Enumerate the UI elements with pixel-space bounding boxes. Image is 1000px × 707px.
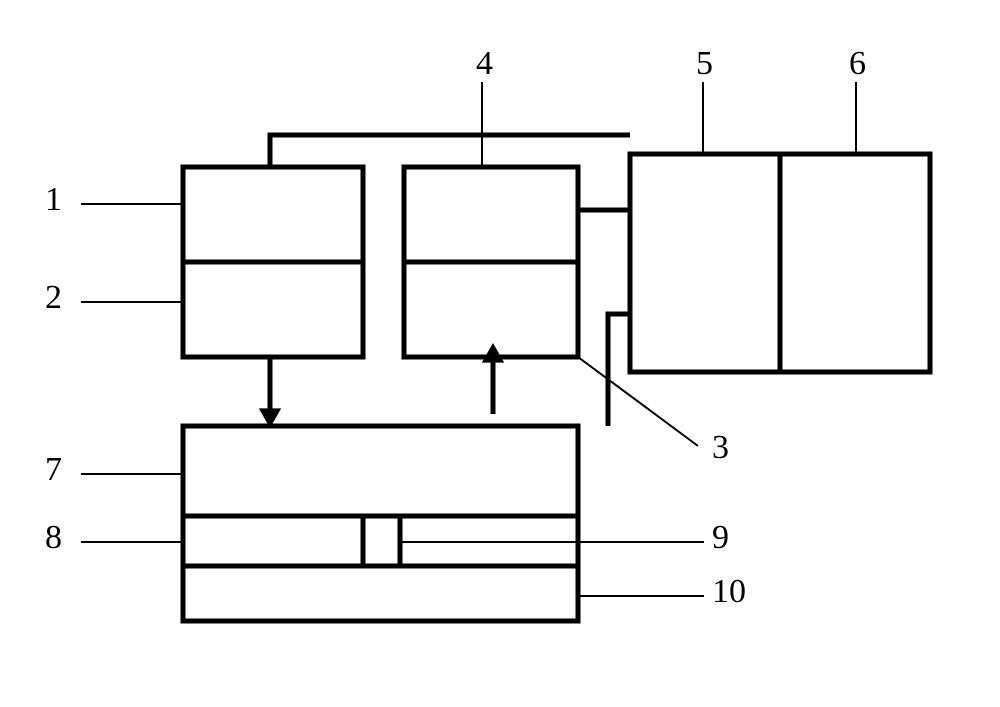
- box-b5: [630, 154, 780, 372]
- arrow-head-a7_to_3: [482, 343, 504, 363]
- box-b9: [363, 516, 400, 566]
- connector-c_3_hook: [608, 314, 630, 426]
- box-b3: [404, 262, 578, 357]
- label-l8: 8: [45, 519, 62, 556]
- label-l4: 4: [476, 45, 493, 82]
- label-l7: 7: [45, 451, 62, 488]
- box-b8: [183, 516, 363, 566]
- box-b10: [183, 566, 578, 621]
- block-diagram: 1 2 4 5 6 3 7 8 9 10: [0, 0, 1000, 707]
- box-b4: [404, 167, 578, 262]
- label-l2: 2: [45, 279, 62, 316]
- label-l5: 5: [696, 45, 713, 82]
- box-b2: [183, 262, 363, 357]
- connector-c_1_top: [270, 135, 630, 167]
- label-l3: 3: [712, 429, 729, 466]
- box-b1: [183, 167, 363, 262]
- box-b7: [183, 426, 578, 516]
- label-l9: 9: [712, 519, 729, 556]
- label-l1: 1: [45, 181, 62, 218]
- label-l10: 10: [712, 573, 746, 610]
- box-b6: [780, 154, 930, 372]
- label-l6: 6: [849, 45, 866, 82]
